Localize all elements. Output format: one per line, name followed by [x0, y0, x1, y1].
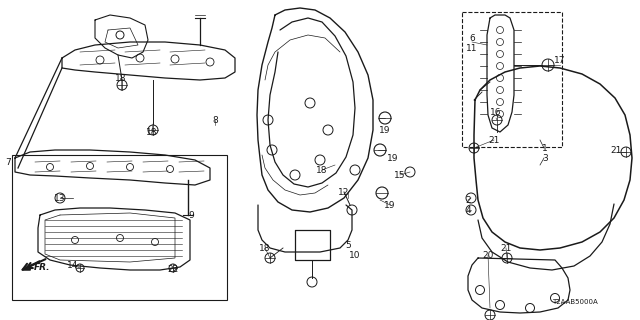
Text: 11: 11 — [467, 44, 477, 52]
Text: 15: 15 — [394, 171, 406, 180]
Text: 8: 8 — [212, 116, 218, 124]
Text: FR.: FR. — [34, 262, 51, 271]
Text: 9: 9 — [188, 211, 194, 220]
Text: 14: 14 — [67, 260, 79, 269]
Bar — [462, 12, 562, 147]
Text: 21: 21 — [611, 146, 621, 155]
Text: 18: 18 — [316, 165, 328, 174]
Text: 19: 19 — [387, 154, 399, 163]
Text: 16: 16 — [490, 108, 502, 116]
Text: 21: 21 — [488, 135, 500, 145]
Text: 17: 17 — [554, 55, 566, 65]
Bar — [12, 155, 227, 300]
Text: 19: 19 — [380, 125, 391, 134]
Text: 1: 1 — [542, 143, 548, 153]
Text: 18: 18 — [259, 244, 271, 252]
Text: 13: 13 — [54, 194, 66, 203]
Text: 21: 21 — [500, 244, 512, 252]
Text: 2: 2 — [465, 196, 471, 204]
Text: 20: 20 — [483, 251, 493, 260]
Text: 19: 19 — [384, 201, 396, 210]
Text: 3: 3 — [542, 154, 548, 163]
Text: 6: 6 — [469, 34, 475, 43]
Text: 10: 10 — [349, 251, 361, 260]
Text: 5: 5 — [345, 241, 351, 250]
Text: T2AAB5000A: T2AAB5000A — [552, 299, 598, 305]
Text: 18: 18 — [115, 74, 127, 83]
Text: 22: 22 — [168, 266, 179, 275]
Text: 12: 12 — [339, 188, 349, 196]
Text: 4: 4 — [465, 205, 471, 214]
Text: 18: 18 — [147, 127, 157, 137]
Text: 7: 7 — [5, 157, 11, 166]
